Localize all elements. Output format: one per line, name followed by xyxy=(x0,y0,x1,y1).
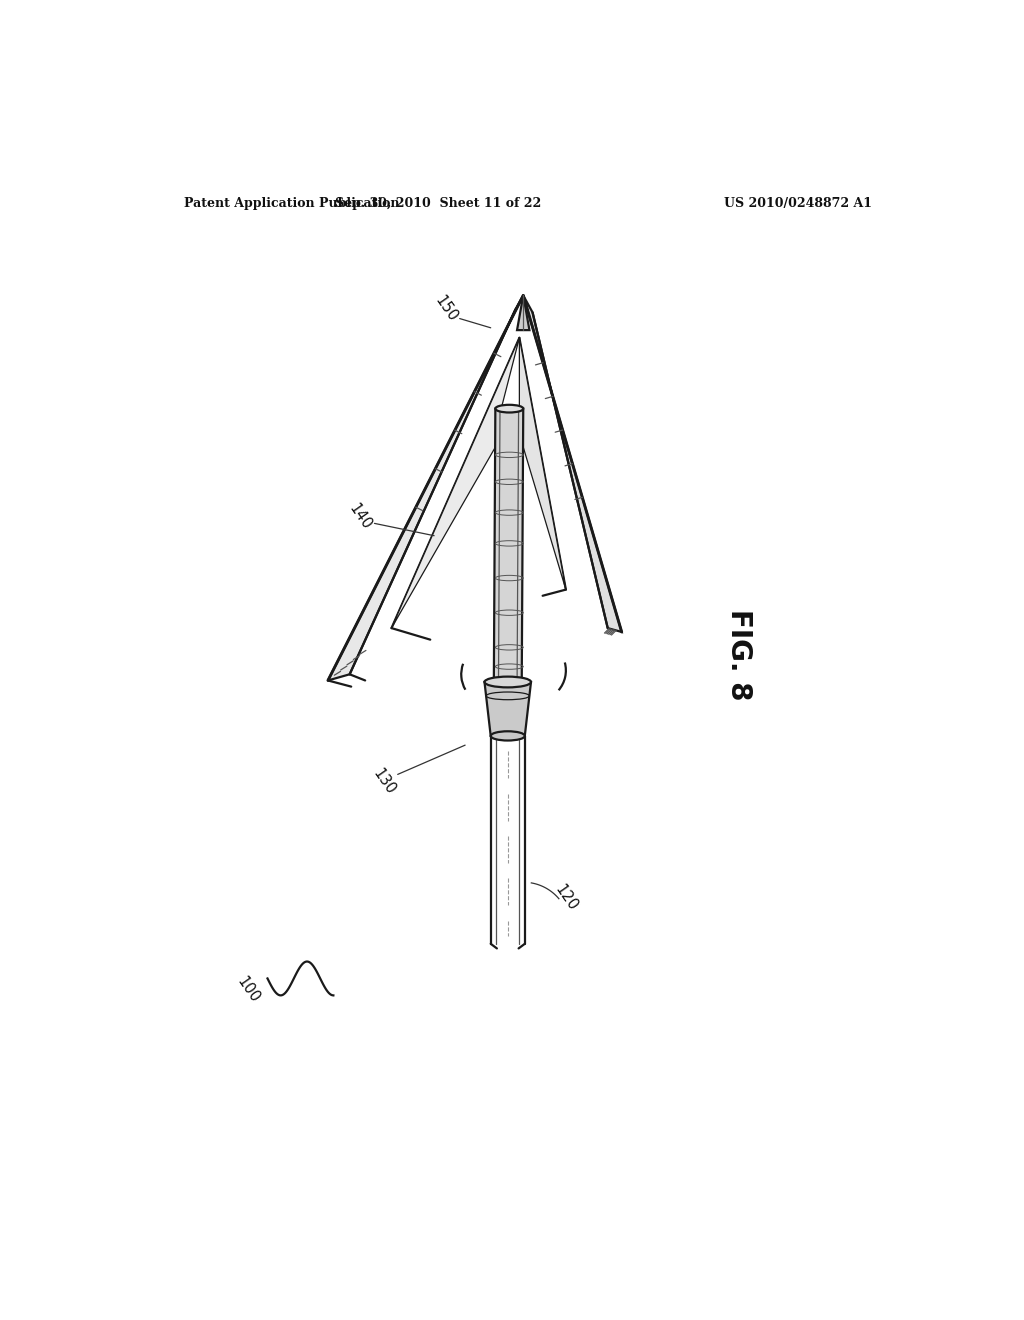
Text: 120: 120 xyxy=(552,882,580,913)
Ellipse shape xyxy=(490,731,524,741)
Polygon shape xyxy=(328,296,523,681)
Text: Patent Application Publication: Patent Application Publication xyxy=(183,197,399,210)
Polygon shape xyxy=(523,296,622,632)
Polygon shape xyxy=(484,682,531,737)
Polygon shape xyxy=(517,296,529,330)
Ellipse shape xyxy=(484,677,531,688)
Text: 100: 100 xyxy=(233,974,262,1006)
Polygon shape xyxy=(391,338,519,628)
Text: 140: 140 xyxy=(346,500,375,532)
Text: US 2010/0248872 A1: US 2010/0248872 A1 xyxy=(724,197,872,210)
Polygon shape xyxy=(494,409,523,689)
Ellipse shape xyxy=(496,405,523,413)
Polygon shape xyxy=(519,338,566,590)
Text: 130: 130 xyxy=(370,767,398,797)
Text: 150: 150 xyxy=(431,293,460,325)
Text: FIG. 8: FIG. 8 xyxy=(725,610,753,701)
Text: Sep. 30, 2010  Sheet 11 of 22: Sep. 30, 2010 Sheet 11 of 22 xyxy=(335,197,541,210)
